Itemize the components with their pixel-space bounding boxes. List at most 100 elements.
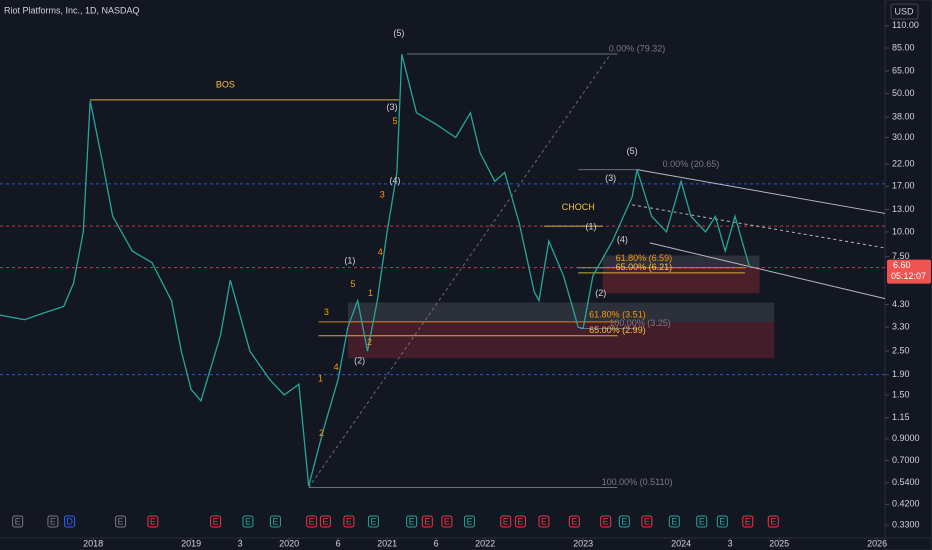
event-icon[interactable] [568,515,580,528]
event-label[interactable]: E [644,516,650,526]
y-tick-label: 85.00 [892,42,915,52]
event-icon[interactable] [64,515,76,528]
y-tick-label: 2.50 [892,345,910,355]
event-label[interactable]: E [118,516,124,526]
y-tick-label: 10.00 [892,226,915,236]
event-icon[interactable] [514,515,526,528]
y-tick-label: 110.00 [892,20,919,30]
event-icon[interactable] [742,515,754,528]
event-icon[interactable] [463,515,475,528]
event-icon[interactable] [441,515,453,528]
annotation: CHOCH [562,202,595,212]
event-label[interactable]: E [466,516,472,526]
event-icon[interactable] [500,515,512,528]
x-tick-label: 2018 [83,538,103,548]
event-icon[interactable] [641,515,653,528]
x-tick-label: 2026 [867,538,887,548]
event-icon[interactable] [269,515,281,528]
annotation: 100.00% (3.25) [609,318,671,328]
y-tick-label: 0.7000 [892,455,920,465]
annotation: 65.00% (2.99) [589,325,646,335]
x-tick-label: 2020 [279,538,299,548]
x-tick-label: 2021 [377,538,397,548]
event-label[interactable]: E [424,516,430,526]
event-icon[interactable] [147,515,159,528]
event-icon[interactable] [210,515,222,528]
annotation: (5) [627,146,638,156]
annotation: (1) [585,221,596,231]
event-icon[interactable] [538,515,550,528]
event-label[interactable]: E [517,516,523,526]
event-icon[interactable] [421,515,433,528]
event-label[interactable]: E [770,516,776,526]
drawing-line [632,204,886,249]
event-icon[interactable] [600,515,612,528]
event-label[interactable]: E [621,516,627,526]
event-label[interactable]: E [745,516,751,526]
event-icon[interactable] [12,515,24,528]
event-icon[interactable] [306,515,318,528]
event-label[interactable]: E [541,516,547,526]
y-tick-label: 4.30 [892,299,910,309]
y-tick-label: 0.3300 [892,519,920,529]
annotation: 65.00% (6.21) [616,262,673,272]
currency-box[interactable] [890,3,919,20]
annotation: (4) [389,176,400,186]
event-icon[interactable] [367,515,379,528]
x-tick-label: 2025 [769,538,789,548]
event-label[interactable]: E [150,516,156,526]
event-label[interactable]: E [503,516,509,526]
drawing-line [649,242,886,300]
event-icon[interactable] [767,515,779,528]
event-icon[interactable] [319,515,331,528]
event-label[interactable]: E [272,516,278,526]
zone [602,267,760,294]
event-label[interactable]: E [370,516,376,526]
y-tick-label: 1.90 [892,369,910,379]
event-icon[interactable] [242,515,254,528]
y-tick-label: 17.00 [892,181,915,191]
event-icon[interactable] [47,515,59,528]
event-label[interactable]: E [309,516,315,526]
event-icon[interactable] [716,515,728,528]
event-icon[interactable] [115,515,127,528]
y-tick-label: 1.50 [892,389,910,399]
x-tick-label: 2023 [573,538,593,548]
event-icon[interactable] [406,515,418,528]
annotation: 5 [350,279,355,289]
event-icon[interactable] [343,515,355,528]
annotation: (2) [354,355,365,365]
y-tick-label: 3.30 [892,322,910,332]
event-label[interactable]: E [671,516,677,526]
currency[interactable]: USD [894,6,914,16]
zone [602,255,760,268]
event-label[interactable]: E [603,516,609,526]
annotation: 4 [378,247,383,257]
x-tick-label: 6 [336,538,341,548]
event-label[interactable]: E [15,516,21,526]
event-label[interactable]: E [409,516,415,526]
event-label[interactable]: E [444,516,450,526]
event-label[interactable]: E [245,516,251,526]
x-tick-label: 2024 [671,538,691,548]
event-label[interactable]: E [571,516,577,526]
event-label[interactable]: E [699,516,705,526]
drawing-line [636,169,886,214]
event-label[interactable]: D [66,516,73,526]
event-icon[interactable] [618,515,630,528]
x-tick-label: 2022 [475,538,495,548]
y-tick-label: 50.00 [892,88,915,98]
event-label[interactable]: E [213,516,219,526]
event-label[interactable]: E [50,516,56,526]
event-icon[interactable] [696,515,708,528]
event-label[interactable]: E [346,516,352,526]
event-icon[interactable] [668,515,680,528]
zone [347,322,775,359]
countdown: 05:12:07 [891,271,926,281]
y-tick-label: 30.00 [892,132,915,142]
y-tick-label: 0.9000 [892,433,920,443]
annotation: 100.00% (0.5110) [602,477,673,487]
event-label[interactable]: E [719,516,725,526]
annotation: (2) [595,288,606,298]
event-label[interactable]: E [322,516,328,526]
